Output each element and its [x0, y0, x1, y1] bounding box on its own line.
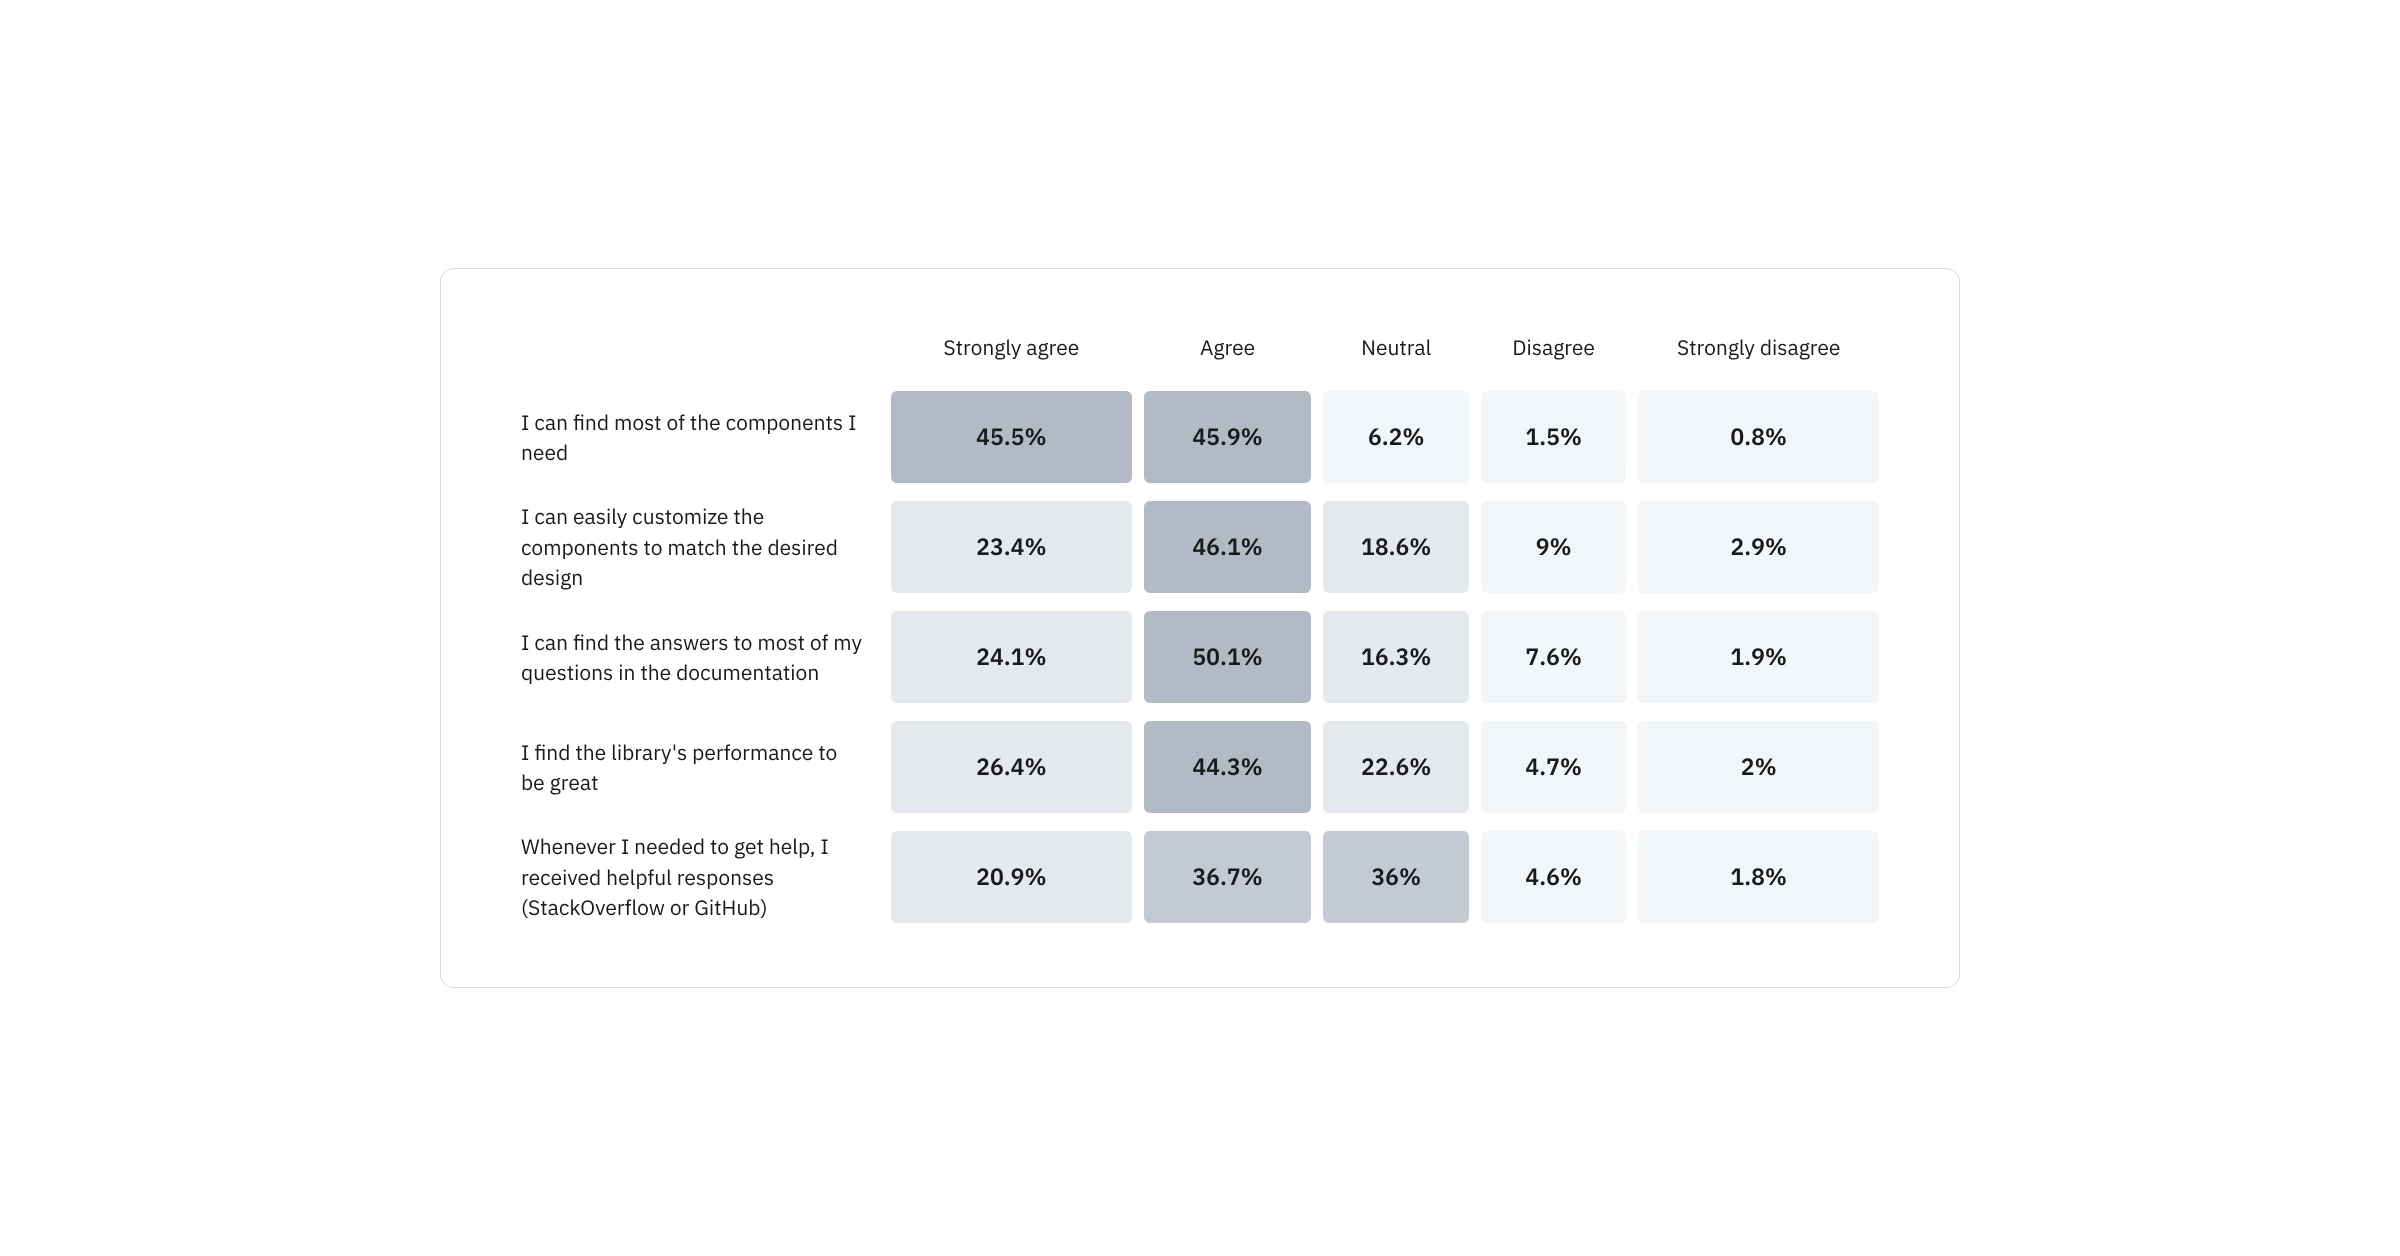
- heatmap-cell: 44.3%: [1144, 721, 1312, 813]
- heatmap-cell: 6.2%: [1323, 391, 1468, 483]
- heatmap-cell: 36.7%: [1144, 831, 1312, 923]
- heatmap-cell: 50.1%: [1144, 611, 1312, 703]
- heatmap-cell: 46.1%: [1144, 501, 1312, 593]
- heatmap-cell: 23.4%: [891, 501, 1132, 593]
- heatmap-cell: 4.6%: [1481, 831, 1626, 923]
- heatmap-cell: 45.5%: [891, 391, 1132, 483]
- column-header: Strongly disagree: [1638, 325, 1879, 373]
- column-header: Disagree: [1481, 325, 1626, 373]
- heatmap-cell: 16.3%: [1323, 611, 1468, 703]
- row-label: I can find the answers to most of my que…: [521, 611, 879, 703]
- heatmap-cell: 1.5%: [1481, 391, 1626, 483]
- header-corner-empty: [521, 325, 879, 373]
- heatmap-cell: 1.8%: [1638, 831, 1879, 923]
- column-header: Agree: [1144, 325, 1312, 373]
- heatmap-cell: 20.9%: [891, 831, 1132, 923]
- heatmap-cell: 4.7%: [1481, 721, 1626, 813]
- heatmap-cell: 7.6%: [1481, 611, 1626, 703]
- heatmap-cell: 45.9%: [1144, 391, 1312, 483]
- row-label: I can easily customize the components to…: [521, 501, 879, 593]
- column-header: Strongly agree: [891, 325, 1132, 373]
- row-label: I find the library's performance to be g…: [521, 721, 879, 813]
- heatmap-cell: 1.9%: [1638, 611, 1879, 703]
- heatmap-card: Strongly agreeAgreeNeutral DisagreeStrong…: [440, 268, 1960, 988]
- heatmap-cell: 2%: [1638, 721, 1879, 813]
- heatmap-cell: 18.6%: [1323, 501, 1468, 593]
- heatmap-cell: 9%: [1481, 501, 1626, 593]
- column-header: Neutral: [1323, 325, 1468, 373]
- heatmap-cell: 22.6%: [1323, 721, 1468, 813]
- row-label: Whenever I needed to get help, I receive…: [521, 831, 879, 923]
- heatmap-cell: 2.9%: [1638, 501, 1879, 593]
- heatmap-cell: 36%: [1323, 831, 1468, 923]
- heatmap-cell: 0.8%: [1638, 391, 1879, 483]
- row-label: I can find most of the components I need: [521, 391, 879, 483]
- heatmap-cell: 26.4%: [891, 721, 1132, 813]
- heatmap-grid: Strongly agreeAgreeNeutral DisagreeStrong…: [521, 325, 1879, 923]
- heatmap-cell: 24.1%: [891, 611, 1132, 703]
